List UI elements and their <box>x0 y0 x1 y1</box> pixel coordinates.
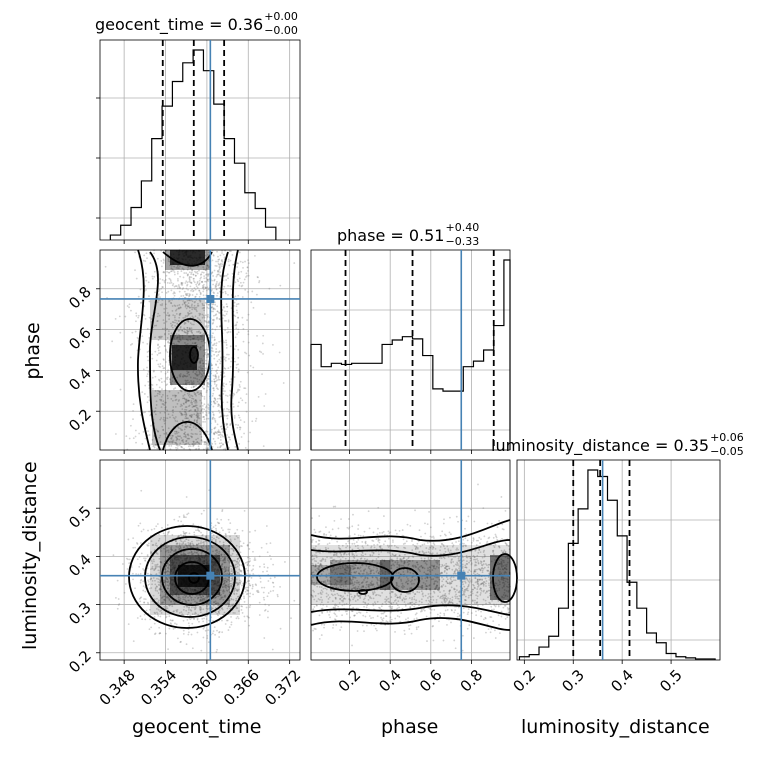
contour-lum-geocent <box>188 572 200 584</box>
truth-marker <box>206 571 215 580</box>
density-phase-geocent <box>172 345 197 370</box>
contour-lum-phase <box>316 562 394 592</box>
contour-phase-geocent <box>162 421 213 451</box>
xtick-geocent-label: 0.372 <box>261 666 304 709</box>
contour-lum-phase <box>390 567 420 593</box>
xtick-lum-label: 0.3 <box>558 666 588 696</box>
contour-lum-phase <box>310 604 511 616</box>
contour-lum-geocent <box>128 525 246 629</box>
xtick-geocent-label: 0.366 <box>220 666 263 709</box>
scatter-phase-geocent <box>104 249 296 451</box>
xtick-phase-label: 0.2 <box>335 666 365 696</box>
panel-lum-vs-geocent-time <box>99 459 301 661</box>
title-luminosity-distance: luminosity_distance = 0.35 +0.06 −0.05 <box>491 431 744 458</box>
title-phase: phase = 0.51 +0.40 −0.33 <box>337 221 480 248</box>
panel-lum-vs-phase <box>310 459 511 661</box>
ytick-lum-label: 0.3 <box>65 599 95 629</box>
truth-marker <box>206 294 215 303</box>
contour-phase-geocent <box>189 346 199 364</box>
density-phase-geocent <box>170 250 205 265</box>
contour-phase-geocent <box>220 251 229 451</box>
xlabel-geocent-time: geocent_time <box>132 716 262 738</box>
xtick-phase-label: 0.4 <box>375 666 405 696</box>
xlabel-luminosity-distance: luminosity_distance <box>521 716 710 738</box>
contour-lum-phase <box>310 519 511 542</box>
ytick-phase-label: 0.2 <box>65 405 95 435</box>
xtick-lum-label: 0.5 <box>656 666 686 696</box>
xtick-geocent-label: 0.360 <box>179 666 222 709</box>
xtick-geocent-label: 0.348 <box>96 666 139 709</box>
ytick-lum-label: 0.2 <box>65 647 95 677</box>
contour-phase-geocent <box>230 249 239 451</box>
contour-lum-geocent <box>144 536 236 618</box>
ytick-phase-label: 0.6 <box>65 324 95 354</box>
hist-phase <box>310 259 511 450</box>
panel-geocent-time-hist <box>99 39 301 241</box>
xtick-phase-label: 0.8 <box>457 666 487 696</box>
density-phase-geocent <box>152 390 202 445</box>
contour-lum-phase <box>310 617 511 631</box>
ytick-lum-label: 0.5 <box>65 502 95 532</box>
truth-marker <box>457 571 466 580</box>
hist-luminosity-distance <box>518 469 716 660</box>
xtick-lum-label: 0.4 <box>607 666 637 696</box>
contour-lum-phase <box>358 589 368 595</box>
panel-phase-hist <box>310 249 511 451</box>
ytick-phase-label: 0.4 <box>65 365 95 395</box>
title-geocent-time: geocent_time = 0.36 +0.00 −0.00 <box>95 10 298 37</box>
panel-phase-vs-geocent-time <box>99 249 301 451</box>
contour-phase-geocent <box>137 249 151 451</box>
contour-lum-geocent <box>161 548 223 606</box>
scatter-lum-phase <box>310 483 511 652</box>
hist-geocent-time <box>109 49 277 240</box>
ylabel-luminosity-distance: luminosity_distance <box>19 461 41 650</box>
contour-phase-geocent <box>149 251 161 451</box>
xtick-phase-label: 0.6 <box>416 666 446 696</box>
xlabel-phase: phase <box>381 716 439 738</box>
ytick-phase-label: 0.8 <box>65 283 95 313</box>
xtick-lum-label: 0.2 <box>509 666 539 696</box>
ytick-lum-label: 0.4 <box>65 550 95 580</box>
ylabel-phase: phase <box>22 322 44 380</box>
contour-lum-phase <box>310 539 511 557</box>
xtick-geocent-label: 0.354 <box>137 666 180 709</box>
panel-luminosity-distance-hist <box>516 459 721 661</box>
